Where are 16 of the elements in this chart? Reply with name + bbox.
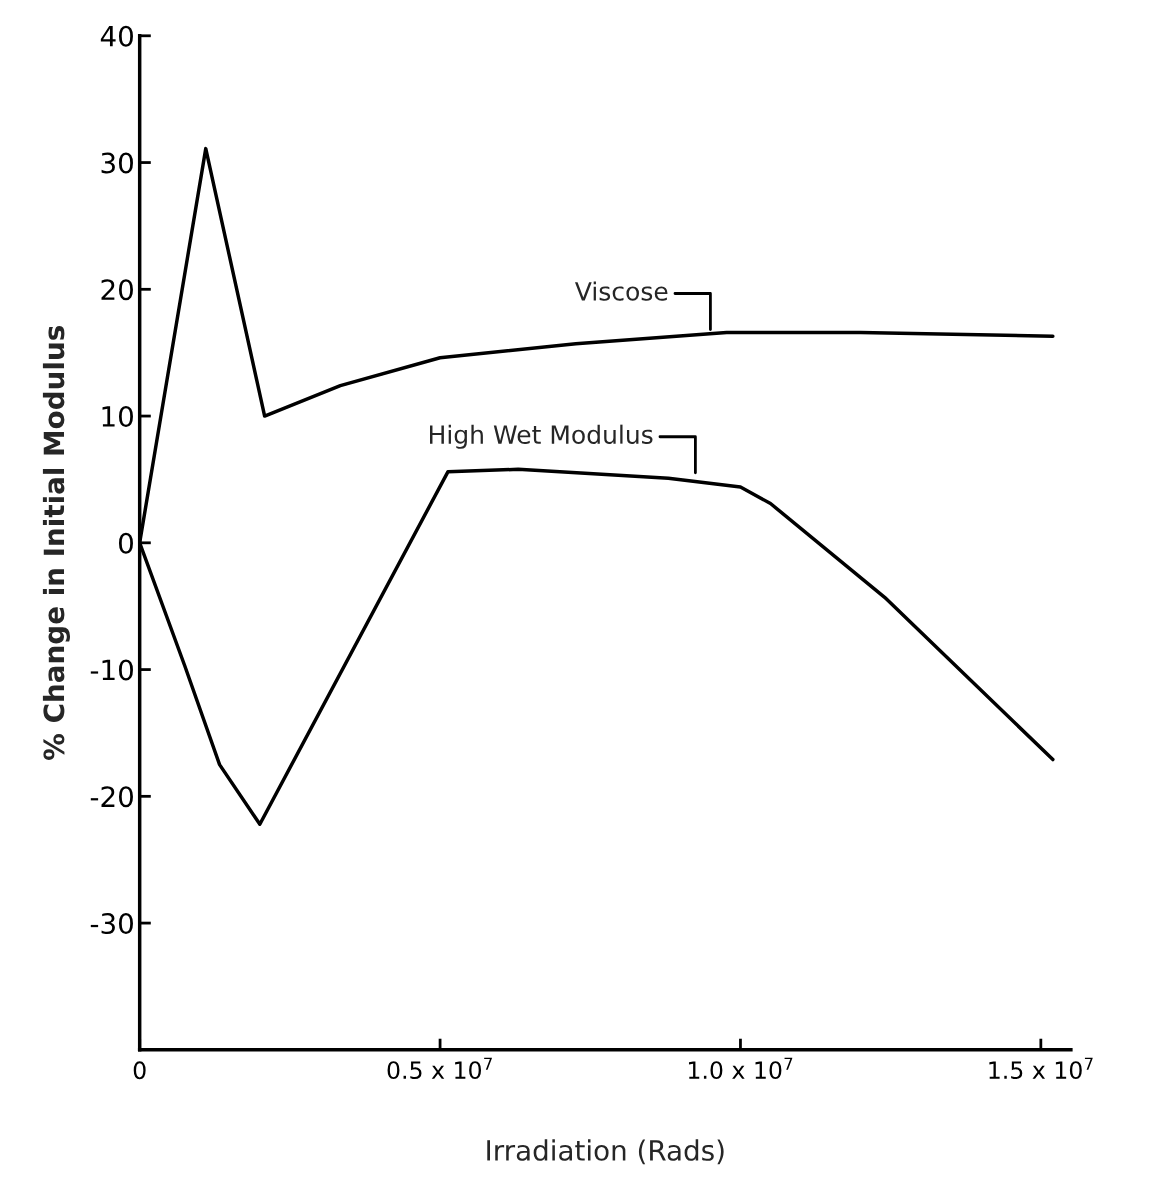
y-tick-label: 40 bbox=[100, 25, 133, 47]
y-tick-label: 10 bbox=[102, 406, 133, 428]
x-tick-label: 0.5 x 10$^{7}$ bbox=[387, 1057, 492, 1080]
annotation: Viscose bbox=[574, 281, 668, 301]
y-tick-label: 30 bbox=[101, 152, 133, 174]
y-tick-label: -30 bbox=[90, 913, 133, 935]
y-axis-title: % Change in Initial Modulus bbox=[42, 326, 71, 760]
y-tick-label: -10 bbox=[90, 659, 133, 681]
y-tick-label: 0 bbox=[118, 532, 133, 554]
x-tick-label: 0 bbox=[133, 1061, 146, 1080]
x-tick-label: 1.0 x 10$^{7}$ bbox=[688, 1057, 793, 1080]
x-tick-label: 1.5 x 10$^{7}$ bbox=[989, 1057, 1093, 1080]
x-axis-title: Irradiation (Rads) bbox=[487, 1139, 724, 1165]
y-tick-label: -20 bbox=[90, 786, 133, 808]
y-tick-label: 20 bbox=[101, 279, 133, 301]
annotation: High Wet Modulus bbox=[430, 424, 653, 449]
